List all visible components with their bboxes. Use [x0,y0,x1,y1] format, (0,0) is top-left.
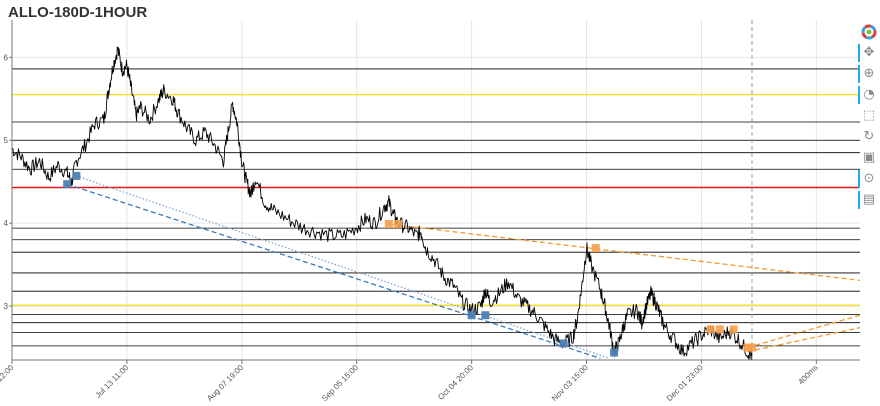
trend-line [747,327,860,353]
blue-marker [559,339,568,348]
chart-title: ALLO-180D-1HOUR [8,4,148,21]
orange-marker [715,325,724,334]
chart-toolbar: ✥ ⊕ ◔ ⬚ ↻ ▣ ⊙ ▤ [858,20,880,210]
box-select-icon[interactable]: ⬚ [862,108,876,123]
wheel-zoom-icon[interactable]: ◔ [858,86,878,104]
x-tick-label: Jun 16 12:00 [0,363,16,402]
trend-lines [66,175,860,359]
x-tick-label: Dec 01 23:00 [665,363,705,403]
orange-marker [743,343,752,352]
x-tick-label: Sep 05 15:00 [320,363,360,403]
blue-marker [63,180,72,189]
orange-marker [394,220,403,228]
pan-icon[interactable]: ✥ [858,44,878,62]
box-zoom-icon[interactable]: ⊕ [858,65,878,83]
grid [11,20,860,360]
reset-icon[interactable]: ↻ [863,129,875,144]
orange-marker [706,325,715,334]
price-line [12,46,753,360]
x-tick-label: Nov 03 15:00 [550,363,590,403]
hover-icon[interactable]: ▤ [858,191,878,209]
y-tick-label: 6 [4,53,9,62]
bokeh-logo-icon [861,24,877,40]
trend-line [747,314,860,349]
blue-marker [72,171,81,180]
blue-marker [481,311,490,320]
x-tick-label: Oct 04 20:00 [436,363,475,402]
y-tick-label: 4 [4,219,9,228]
x-tick-label: Aug 07 19:00 [205,363,245,403]
markers [63,20,756,360]
orange-marker [729,325,738,334]
trend-line [388,223,860,282]
trend-line [66,183,601,359]
y-tick-label: 3 [4,302,9,311]
trend-line [76,175,610,359]
blue-marker [610,348,619,357]
crosshair-icon[interactable]: ⊙ [858,170,878,188]
x-tick-label: 400ms [796,363,819,386]
orange-marker [591,244,600,253]
blue-marker [467,311,476,320]
orange-marker [747,343,756,352]
save-icon[interactable]: ▣ [862,150,876,165]
y-tick-label: 5 [4,136,9,145]
price-series [12,46,753,360]
orange-marker [384,220,393,228]
x-tick-label: Jul 13 11:00 [94,363,131,400]
